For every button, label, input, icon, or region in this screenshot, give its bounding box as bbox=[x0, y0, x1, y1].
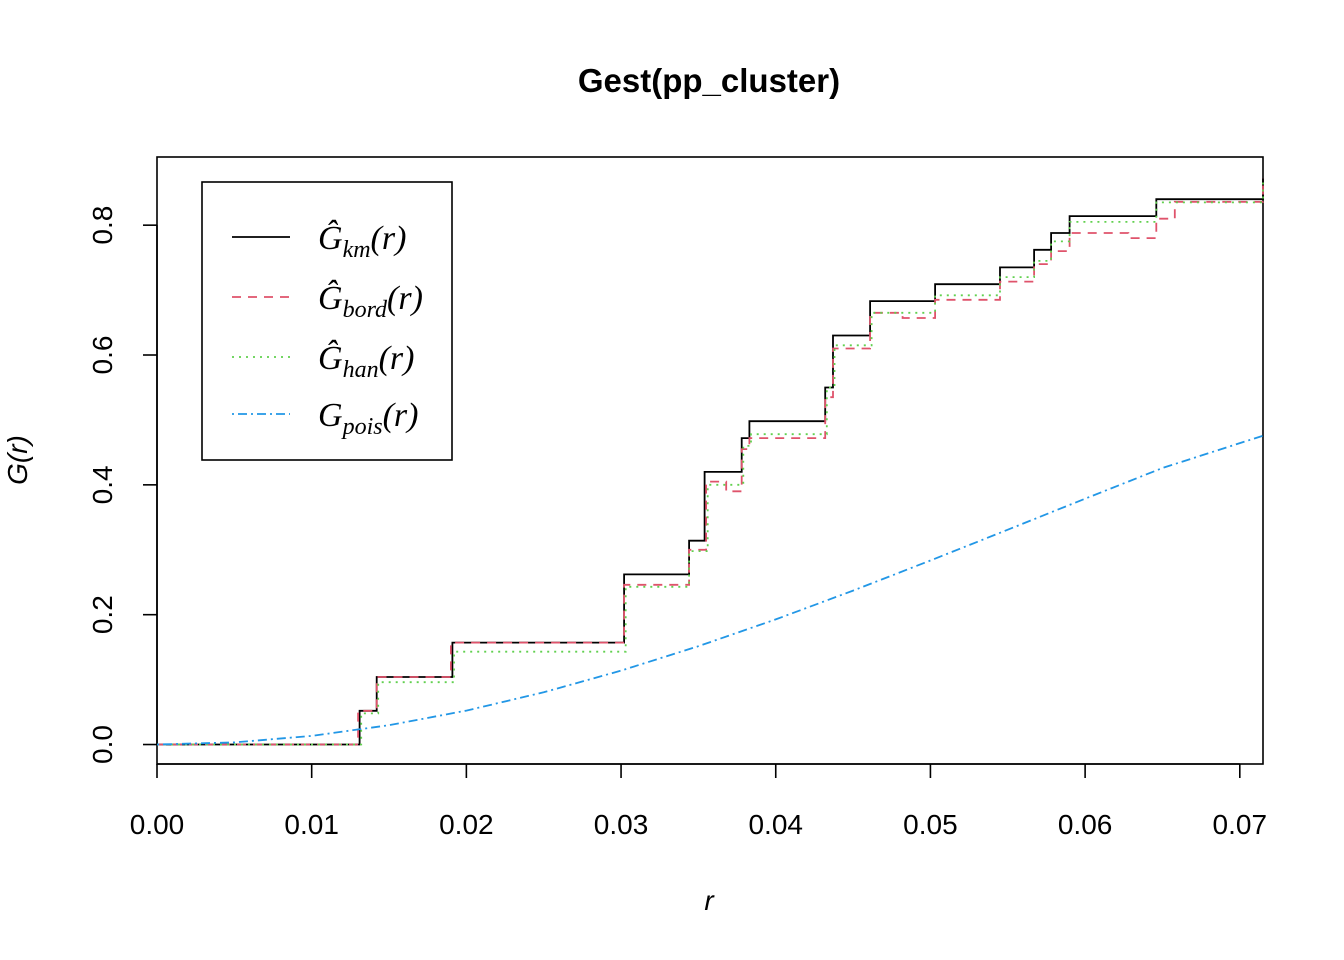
series-line-han bbox=[157, 179, 1264, 746]
legend: Ĝkm(r)Ĝbord(r)Ĝhan(r)Gpois(r) bbox=[201, 181, 453, 461]
x-tick-label: 0.04 bbox=[748, 809, 803, 840]
x-axis-label: r bbox=[704, 885, 715, 916]
series-line-bord bbox=[157, 178, 1264, 746]
y-tick-label: 0.6 bbox=[87, 336, 118, 375]
legend-label-pois: Gpois(r) bbox=[318, 397, 418, 440]
x-tick-label: 0.05 bbox=[903, 809, 958, 840]
legend-main-han: Ĝ bbox=[318, 339, 343, 377]
series-layer bbox=[156, 178, 1264, 746]
legend-main-bord: Ĝ bbox=[318, 279, 343, 317]
legend-arg-km: (r) bbox=[371, 220, 407, 257]
y-tick-label: 0.0 bbox=[87, 725, 118, 764]
series-line-km bbox=[157, 178, 1264, 746]
legend-sub-bord: bord bbox=[343, 297, 388, 323]
legend-main-pois: G bbox=[318, 397, 343, 434]
legend-sub-km: km bbox=[343, 237, 371, 263]
legend-box bbox=[201, 181, 453, 461]
x-tick-label: 0.06 bbox=[1058, 809, 1113, 840]
y-axis-label: G(r) bbox=[2, 435, 33, 485]
legend-label-bord: Ĝbord(r) bbox=[318, 279, 423, 323]
y-axis: 0.0 0.2 0.4 0.6 0.8 bbox=[87, 206, 158, 764]
legend-label-km: Ĝkm(r) bbox=[318, 219, 406, 263]
x-tick-label: 0.02 bbox=[439, 809, 494, 840]
y-tick-label: 0.8 bbox=[87, 206, 118, 245]
legend-arg-bord: (r) bbox=[387, 280, 423, 317]
x-tick-label: 0.07 bbox=[1213, 809, 1268, 840]
y-tick-label: 0.4 bbox=[87, 465, 118, 504]
y-tick-label: 0.2 bbox=[87, 595, 118, 634]
x-tick-label: 0.03 bbox=[594, 809, 649, 840]
legend-sub-pois: pois bbox=[341, 414, 383, 440]
x-axis: 0.00 0.01 0.02 0.03 0.04 0.05 0.06 0.07 bbox=[130, 763, 1268, 840]
legend-arg-han: (r) bbox=[379, 340, 415, 377]
series-line-pois bbox=[156, 434, 1264, 746]
legend-arg-pois: (r) bbox=[383, 397, 419, 434]
legend-main-km: Ĝ bbox=[318, 219, 343, 257]
legend-label-han: Ĝhan(r) bbox=[318, 339, 414, 383]
x-tick-label: 0.01 bbox=[284, 809, 339, 840]
x-tick-label: 0.00 bbox=[130, 809, 185, 840]
legend-sub-han: han bbox=[343, 357, 379, 383]
chart-title: Gest(pp_cluster) bbox=[578, 62, 840, 99]
